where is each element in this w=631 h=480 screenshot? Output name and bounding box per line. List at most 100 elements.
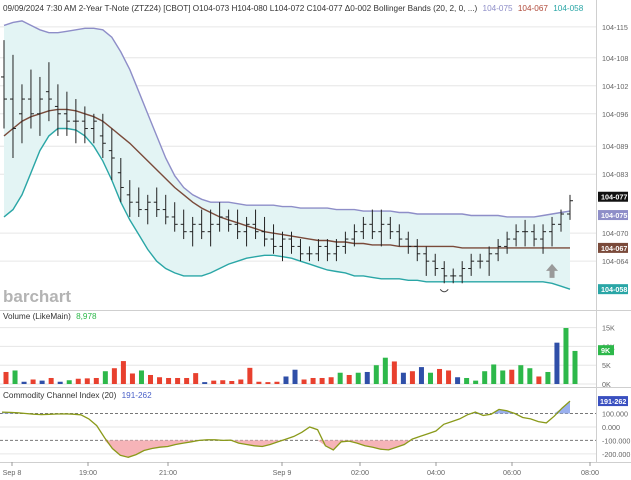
- volume-bar: [509, 369, 515, 384]
- ohlc-bar: [558, 209, 565, 232]
- ohlc-bar: [171, 202, 178, 232]
- ohlc-bar: [414, 239, 421, 262]
- volume-bar: [536, 376, 542, 384]
- volume-bar: [265, 382, 271, 384]
- ohlc-bar: [324, 239, 331, 262]
- ohlc-bar: [486, 246, 493, 276]
- ohlc-bar: [495, 239, 502, 262]
- volume-bar: [500, 370, 506, 384]
- ohlc-bar: [225, 209, 232, 232]
- ohlc-bar: [252, 209, 259, 240]
- chart-header: 09/09/2024 7:30 AM 2-Year T-Note (ZTZ24)…: [3, 4, 584, 13]
- x-tick-label: 06:00: [503, 468, 521, 477]
- volume-bar: [464, 377, 470, 384]
- volume-bar: [166, 377, 172, 384]
- ohlc-bar: [315, 239, 322, 262]
- ohlc-bar: [63, 91, 70, 136]
- volume-bar: [283, 376, 289, 384]
- volume-tick-label: 5K: [602, 361, 611, 370]
- x-tick-label: 21:00: [159, 468, 177, 477]
- price-tick-label: 104-083: [602, 170, 628, 179]
- volume-bar: [274, 381, 280, 384]
- volume-bar: [175, 377, 181, 384]
- ohlc-bar: [135, 187, 142, 217]
- ohlc-bar: [54, 84, 61, 136]
- grid-layer: [0, 0, 631, 463]
- bollinger-middle-line: [3, 108, 570, 249]
- ohlc-bar: [90, 113, 97, 144]
- volume-bar: [346, 374, 352, 384]
- volume-bar: [328, 377, 334, 384]
- ohlc-bar: [72, 99, 79, 144]
- volume-bar: [482, 371, 488, 384]
- volume-bar: [455, 377, 461, 384]
- volume-bar: [102, 371, 108, 384]
- volume-bar: [337, 372, 343, 384]
- ohlc-bar: [513, 224, 520, 247]
- ohlc-bar: [117, 158, 124, 203]
- x-tick-label: 08:00: [581, 468, 599, 477]
- x-axis: Sep 8 19:00 21:00 Sep 9 02:00 04:00 06:00 08:00: [3, 462, 599, 477]
- cci-oversold-fill: [104, 440, 200, 458]
- volume-bar: [319, 377, 325, 384]
- up-arrow-icon: [546, 263, 559, 278]
- volume-bar: [572, 350, 578, 384]
- volume-bar: [30, 379, 36, 384]
- ohlc-bar: [522, 219, 529, 247]
- cci-tick-label: 0.000: [602, 423, 620, 432]
- volume-bar: [184, 377, 190, 384]
- volume-bar: [75, 378, 81, 384]
- volume-bar: [129, 373, 135, 384]
- cci-tick-label: -100.000: [602, 436, 630, 445]
- volume-title: Volume (LikeMain): [3, 312, 71, 321]
- bollinger-lower-line: [3, 127, 571, 290]
- volume-tick-label: 15K: [602, 324, 615, 333]
- volume-bar: [301, 379, 307, 384]
- ohlc-bar: [162, 194, 169, 225]
- ohlc-bar: [549, 216, 556, 247]
- ohlc-bar: [567, 194, 573, 220]
- ohlc-bar: [81, 106, 88, 144]
- volume-bar: [310, 377, 316, 384]
- price-tick-label: 104-089: [602, 142, 628, 151]
- cci-panel: 100.000 0.000 -100.000 -200.000 191-262: [0, 396, 630, 459]
- cci-tick-label: -200.000: [602, 450, 630, 459]
- ohlc-bar: [36, 76, 43, 136]
- ohlc-bar: [288, 231, 295, 254]
- ohlc-bar: [531, 224, 538, 247]
- barchart-watermark: barchart: [3, 287, 71, 306]
- ohlc-bar: [18, 84, 25, 144]
- cci-header: Commodity Channel Index (20) 191-262: [3, 391, 152, 400]
- volume-bar: [39, 380, 45, 384]
- volume-bar: [12, 370, 18, 384]
- ohlc-bar: [540, 224, 547, 254]
- price-tag-label: 104-058: [601, 285, 627, 294]
- volume-bar: [193, 373, 199, 384]
- ohlc-bar: [270, 224, 277, 254]
- volume-bar: [373, 365, 379, 384]
- ohlc-bar: [207, 209, 214, 247]
- volume-bar: [111, 368, 117, 384]
- ohlc-bar: [261, 216, 268, 247]
- volume-bar: [518, 365, 524, 384]
- cci-overbought-fill: [491, 409, 515, 414]
- volume-bar: [391, 361, 397, 384]
- ohlc-bar: [243, 216, 250, 247]
- volume-bar: [148, 374, 154, 384]
- volume-bar: [545, 371, 551, 384]
- x-tick-label: 02:00: [351, 468, 369, 477]
- ohlc-bar: [351, 224, 358, 247]
- bollinger-upper-line: [3, 20, 571, 218]
- price-tick-label: 104-115: [602, 23, 628, 32]
- price-tick-label: 104-102: [602, 82, 628, 91]
- price-tick-label: 104-064: [602, 257, 628, 266]
- ohlc-bar: [378, 209, 385, 247]
- ohlc-bar: [504, 231, 511, 254]
- price-tag-box: [598, 191, 628, 202]
- volume-bar: [84, 378, 90, 384]
- cci-tag-box: [598, 396, 628, 407]
- ohlc-bar: [297, 239, 304, 262]
- volume-last-value: 8,978: [76, 312, 97, 321]
- volume-bar: [211, 380, 217, 384]
- ohlc-bar: [441, 261, 448, 284]
